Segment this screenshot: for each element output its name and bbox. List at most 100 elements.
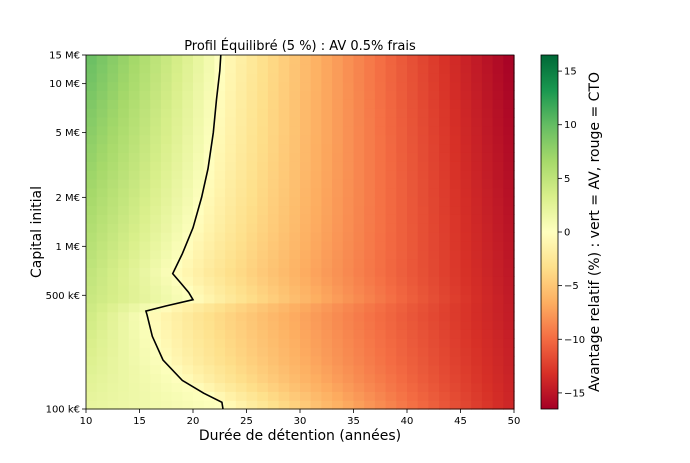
heatmap-cell	[235, 223, 248, 233]
heatmap-cell	[428, 302, 440, 313]
heatmap-cell	[235, 240, 248, 251]
heatmap-cell	[118, 391, 130, 401]
heatmap-cell	[96, 400, 108, 410]
heatmap-cell	[428, 276, 440, 286]
heatmap-cell	[150, 400, 162, 410]
heatmap-cell	[492, 329, 504, 339]
heatmap-cell	[225, 214, 237, 224]
heatmap-cell	[257, 311, 269, 322]
heatmap-cell	[503, 170, 515, 180]
heatmap-cell	[353, 170, 365, 180]
heatmap-cell	[278, 347, 290, 357]
heatmap-cell	[353, 178, 365, 189]
heatmap-cell	[353, 311, 365, 322]
heatmap-cell	[235, 152, 248, 162]
heatmap-cell	[407, 134, 419, 145]
heatmap-cell	[267, 302, 280, 313]
heatmap-cell	[321, 55, 333, 65]
heatmap-cell	[203, 293, 215, 304]
heatmap-cell	[492, 400, 504, 410]
heatmap-cell	[214, 338, 226, 348]
heatmap-cell	[96, 187, 108, 198]
heatmap-cell	[96, 214, 108, 224]
heatmap-cell	[257, 116, 269, 127]
heatmap-cell	[460, 258, 472, 268]
heatmap-cell	[449, 329, 462, 339]
heatmap-cell	[385, 364, 397, 375]
heatmap-cell	[364, 187, 376, 198]
heatmap-cell	[182, 99, 194, 109]
heatmap-cell	[503, 196, 515, 207]
heatmap-cell	[342, 355, 355, 366]
heatmap-cell	[225, 347, 237, 357]
heatmap-cell	[257, 400, 269, 410]
heatmap-cell	[460, 232, 472, 242]
heatmap-cell	[428, 63, 440, 74]
heatmap-cell	[86, 302, 98, 313]
heatmap-cell	[481, 108, 494, 118]
y-tick-label: 15 M€	[49, 51, 80, 62]
heatmap-cell	[96, 240, 108, 251]
heatmap-cell	[257, 143, 269, 153]
heatmap-cell	[439, 72, 451, 83]
heatmap-cell	[107, 116, 119, 127]
heatmap-cell	[342, 81, 355, 91]
heatmap-cell	[396, 99, 408, 109]
heatmap-cell	[310, 161, 322, 171]
heatmap-cell	[407, 116, 419, 127]
heatmap-cell	[257, 170, 269, 180]
heatmap-cell	[439, 143, 451, 153]
heatmap-cell	[225, 240, 237, 251]
heatmap-cell	[182, 249, 194, 260]
heatmap-cell	[374, 355, 387, 366]
heatmap-cell	[96, 373, 108, 384]
heatmap-cell	[107, 302, 119, 313]
heatmap-cell	[246, 391, 258, 401]
heatmap-cell	[118, 178, 130, 189]
heatmap-cell	[257, 240, 269, 251]
heatmap-cell	[332, 178, 344, 189]
heatmap-cell	[214, 125, 226, 136]
heatmap-cell	[492, 223, 504, 233]
heatmap-cell	[160, 382, 173, 392]
heatmap-cell	[492, 364, 504, 375]
heatmap-cell	[214, 90, 226, 100]
heatmap-cell	[214, 258, 226, 268]
heatmap-cell	[460, 170, 472, 180]
heatmap-cell	[417, 223, 429, 233]
heatmap-cell	[300, 258, 312, 268]
heatmap-cell	[439, 302, 451, 313]
heatmap-cell	[118, 125, 130, 136]
heatmap-cell	[503, 338, 515, 348]
heatmap-cell	[246, 55, 258, 65]
heatmap-cell	[353, 329, 365, 339]
heatmap-cell	[300, 170, 312, 180]
heatmap-cell	[278, 320, 290, 330]
heatmap-cell	[203, 187, 215, 198]
heatmap-cell	[107, 338, 119, 348]
heatmap-cell	[417, 249, 429, 260]
x-tick-label: 15	[133, 416, 146, 427]
heatmap-cell	[171, 143, 183, 153]
heatmap-cell	[481, 338, 494, 348]
heatmap-cell	[235, 63, 248, 74]
heatmap-cell	[289, 355, 301, 366]
heatmap-cell	[439, 355, 451, 366]
heatmap-cell	[86, 293, 98, 304]
heatmap-cell	[107, 125, 119, 136]
heatmap-cell	[332, 161, 344, 171]
heatmap-cell	[225, 302, 237, 313]
heatmap-cell	[374, 72, 387, 83]
heatmap-cell	[86, 285, 98, 295]
heatmap-cell	[471, 55, 483, 65]
heatmap-cell	[225, 276, 237, 286]
heatmap-cell	[139, 338, 151, 348]
heatmap-cell	[160, 81, 173, 91]
heatmap-cell	[321, 170, 333, 180]
heatmap-cell	[481, 196, 494, 207]
heatmap-cell	[86, 99, 98, 109]
heatmap-cell	[342, 276, 355, 286]
heatmap-cell	[86, 187, 98, 198]
heatmap-cell	[182, 143, 194, 153]
y-tick-label: 10 M€	[49, 79, 80, 90]
